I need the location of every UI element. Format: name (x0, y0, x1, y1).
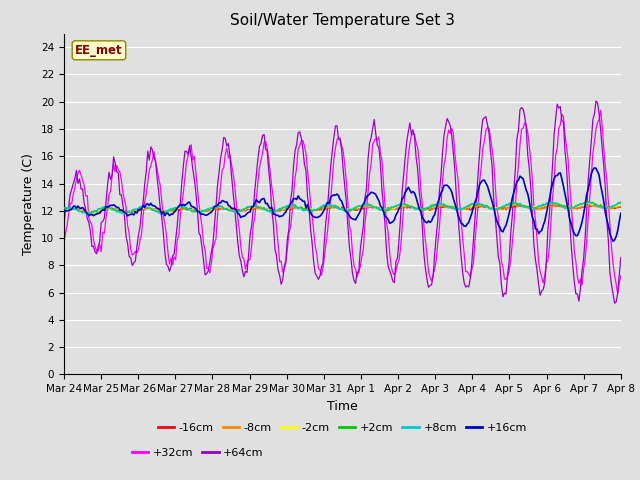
Y-axis label: Temperature (C): Temperature (C) (22, 153, 35, 255)
X-axis label: Time: Time (327, 400, 358, 413)
Title: Soil/Water Temperature Set 3: Soil/Water Temperature Set 3 (230, 13, 455, 28)
Text: EE_met: EE_met (75, 44, 123, 57)
Legend: +32cm, +64cm: +32cm, +64cm (127, 444, 268, 463)
